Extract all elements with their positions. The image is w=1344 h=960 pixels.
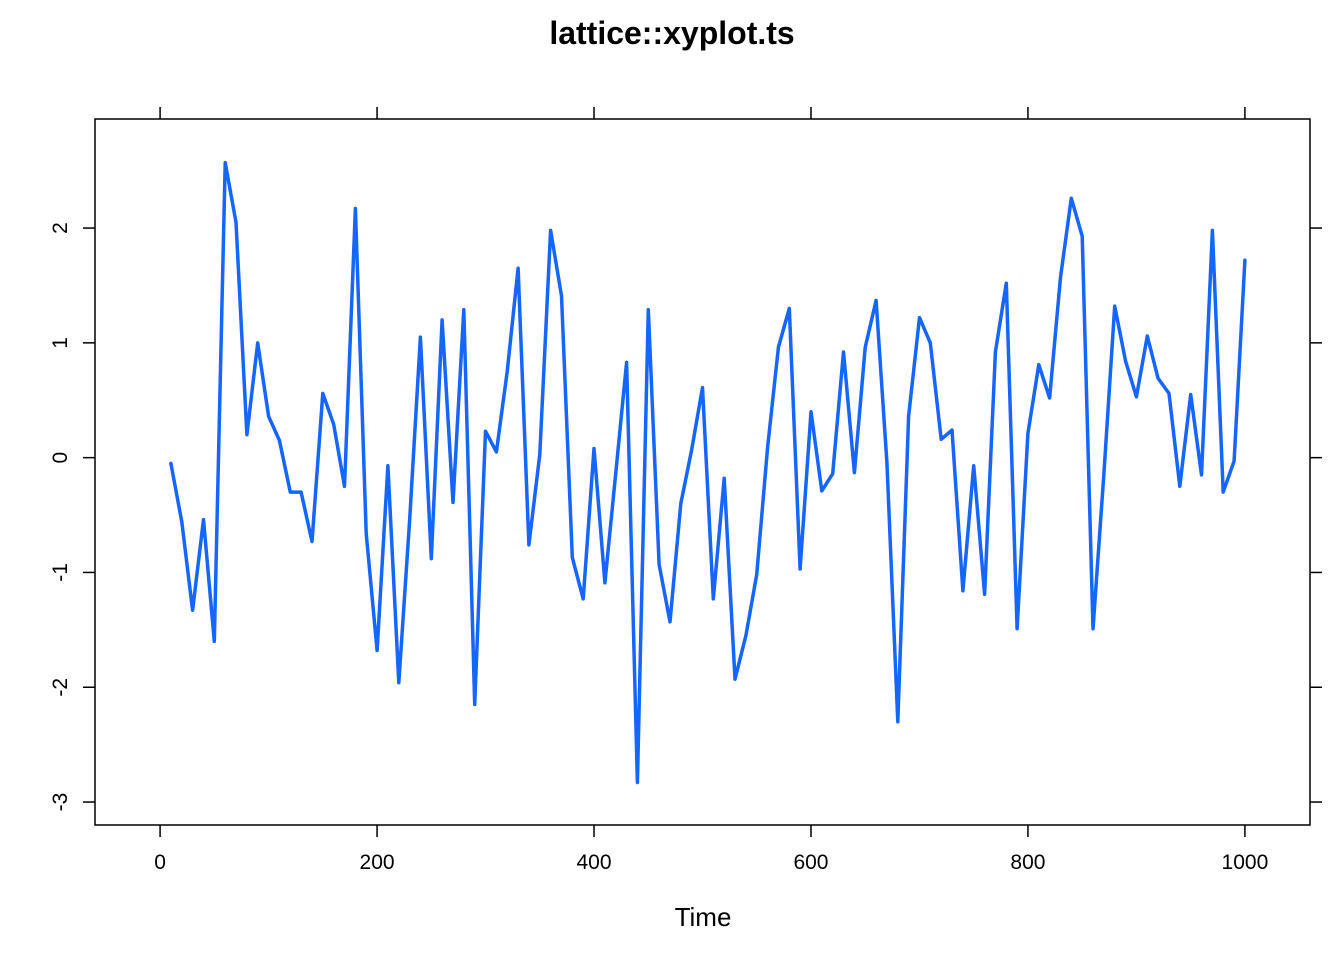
x-tick-label: 400 [576,851,611,874]
y-tick-label: -2 [49,678,72,697]
y-tick-label: 2 [49,222,72,234]
x-tick-label: 200 [360,851,395,874]
y-tick-label: 1 [49,337,72,349]
x-axis-label: Time [675,902,732,932]
y-tick-label: -1 [49,563,72,582]
series-line [169,160,1247,785]
y-tick-label: -3 [49,793,72,812]
y-tick-label: 0 [49,452,72,464]
x-tick-label: 800 [1010,851,1045,874]
plot-frame [94,118,1311,826]
x-tick-label: 1000 [1222,851,1269,874]
x-tick-label: 0 [154,851,166,874]
chart-title: lattice::xyplot.ts [549,15,794,51]
x-tick-label: 600 [793,851,828,874]
